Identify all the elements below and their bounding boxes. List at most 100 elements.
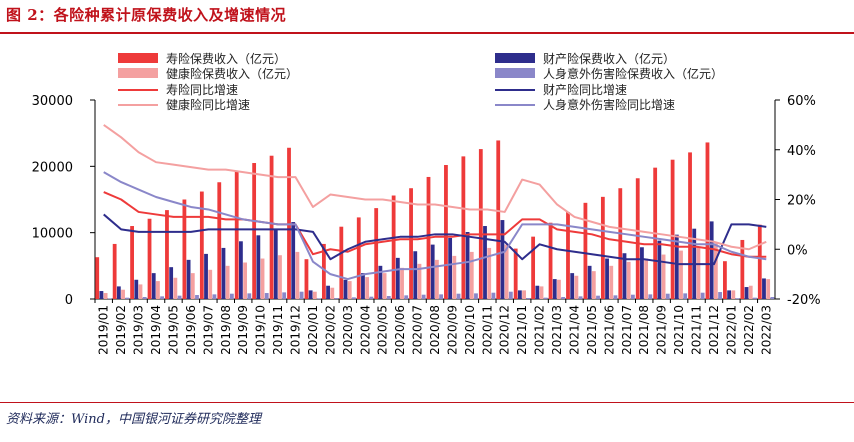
bar-s2-7 — [225, 265, 230, 299]
bar-s1-26 — [552, 279, 557, 299]
x-tick-label-24: 2021/01 — [515, 305, 529, 355]
bar-s0-29 — [600, 196, 605, 299]
bar-s0-8 — [234, 170, 239, 299]
x-tick-label-38: 2022/03 — [759, 305, 773, 355]
bar-s3-9 — [264, 293, 269, 299]
bar-s3-24 — [526, 298, 531, 299]
bar-s3-17 — [404, 295, 409, 299]
legend-label-4: 寿险同比增速 — [166, 82, 238, 97]
bar-s3-11 — [299, 291, 304, 299]
bar-s0-10 — [269, 155, 274, 299]
bar-s2-6 — [208, 269, 213, 299]
bar-s0-25 — [531, 236, 536, 299]
x-tick-label-13: 2020/02 — [323, 305, 337, 355]
bar-s1-16 — [378, 265, 383, 299]
bar-s1-8 — [239, 241, 243, 299]
bar-s3-15 — [369, 296, 374, 299]
x-tick-label-5: 2019/06 — [184, 305, 198, 355]
bar-s2-25 — [539, 286, 544, 299]
bar-s2-33 — [679, 250, 683, 299]
bar-s0-22 — [478, 149, 483, 299]
bar-s3-33 — [683, 293, 688, 299]
bar-s3-18 — [421, 294, 426, 299]
y-left-tick-label-1: 10000 — [32, 227, 73, 242]
bar-s2-0 — [103, 293, 108, 299]
x-tick-label-27: 2021/04 — [567, 305, 581, 355]
bar-s3-32 — [665, 293, 670, 299]
bar-s3-36 — [735, 298, 740, 299]
bar-s2-12 — [312, 291, 317, 299]
bar-s0-17 — [391, 195, 396, 299]
bar-s3-16 — [386, 296, 391, 299]
x-tick-label-15: 2020/04 — [358, 305, 372, 355]
bar-s1-10 — [273, 228, 278, 299]
bar-s2-14 — [347, 281, 352, 299]
bar-s2-24 — [522, 290, 526, 299]
source-note: 资料来源：Wind，中国银河证券研究院整理 — [6, 412, 261, 427]
bar-s3-35 — [718, 292, 722, 299]
bar-s2-20 — [452, 255, 457, 299]
bar-s3-26 — [561, 297, 566, 299]
bar-s1-22 — [483, 226, 487, 299]
legend-label-1: 财产险保费收入（亿元） — [543, 51, 675, 66]
bar-s1-2 — [134, 279, 139, 299]
bar-s1-30 — [622, 253, 627, 299]
bar-s0-38 — [757, 224, 762, 299]
y-left-tick-label-3: 30000 — [32, 94, 73, 109]
bar-s2-31 — [644, 258, 649, 299]
bar-s2-11 — [295, 251, 300, 299]
bar-s3-1 — [125, 297, 130, 299]
bar-s3-2 — [142, 297, 147, 299]
y-right-tick-label-1: 0% — [787, 243, 808, 258]
x-tick-label-3: 2019/04 — [149, 305, 163, 355]
x-tick-label-37: 2022/02 — [742, 305, 756, 355]
bar-s3-19 — [439, 294, 443, 299]
title-rule — [0, 32, 854, 34]
bar-s1-5 — [186, 259, 191, 299]
bar-s1-0 — [99, 291, 104, 299]
insurance-premium-chart: 寿险保费收入（亿元） 财产险保费收入（亿元） 健康险保费收入（亿元） 人身意外伤害险保… — [32, 51, 821, 355]
x-tick-label-34: 2021/11 — [690, 305, 704, 355]
bar-s2-26 — [557, 279, 561, 299]
bar-s2-19 — [435, 259, 439, 299]
bar-s3-7 — [229, 293, 234, 299]
bar-s3-22 — [491, 292, 496, 299]
bar-s1-17 — [395, 257, 400, 299]
bar-s2-1 — [121, 289, 125, 299]
bar-s1-21 — [465, 232, 470, 299]
bar-s3-6 — [212, 294, 217, 299]
bar-s1-15 — [361, 273, 365, 299]
bar-s1-18 — [413, 251, 418, 299]
bar-s1-13 — [326, 285, 330, 299]
bar-s3-29 — [613, 295, 618, 299]
bar-s1-9 — [256, 235, 261, 299]
bar-s1-11 — [291, 222, 296, 299]
x-tick-label-11: 2019/12 — [289, 305, 303, 355]
bar-s3-38 — [770, 297, 775, 299]
x-tick-label-14: 2020/03 — [341, 305, 355, 355]
bar-s3-20 — [456, 293, 461, 299]
bar-s2-37 — [748, 285, 753, 299]
bar-s0-7 — [217, 182, 222, 299]
bar-s3-28 — [596, 295, 600, 299]
bar-s3-27 — [578, 296, 583, 299]
bar-s2-35 — [713, 243, 718, 299]
bar-s1-25 — [535, 285, 540, 299]
chart-title: 图 2：各险种累计原保费收入及增速情况 — [6, 6, 287, 24]
x-tick-label-19: 2020/08 — [428, 305, 442, 355]
x-tick-label-17: 2020/06 — [393, 305, 407, 355]
x-tick-label-31: 2021/08 — [637, 305, 651, 355]
bar-s1-33 — [674, 234, 679, 299]
bar-s2-8 — [243, 262, 248, 299]
bar-s3-21 — [474, 293, 478, 299]
x-tick-label-29: 2021/06 — [602, 305, 616, 355]
bar-s0-1 — [112, 243, 117, 299]
y-right-tick-label-2: 20% — [787, 194, 816, 209]
bar-s1-3 — [151, 273, 156, 299]
x-tick-label-10: 2019/11 — [271, 305, 285, 355]
x-tick-label-33: 2021/10 — [672, 305, 686, 355]
bar-s2-16 — [382, 273, 387, 299]
bar-s0-13 — [321, 243, 326, 299]
bar-s2-17 — [400, 267, 404, 299]
x-tick-label-0: 2019/01 — [97, 305, 111, 355]
